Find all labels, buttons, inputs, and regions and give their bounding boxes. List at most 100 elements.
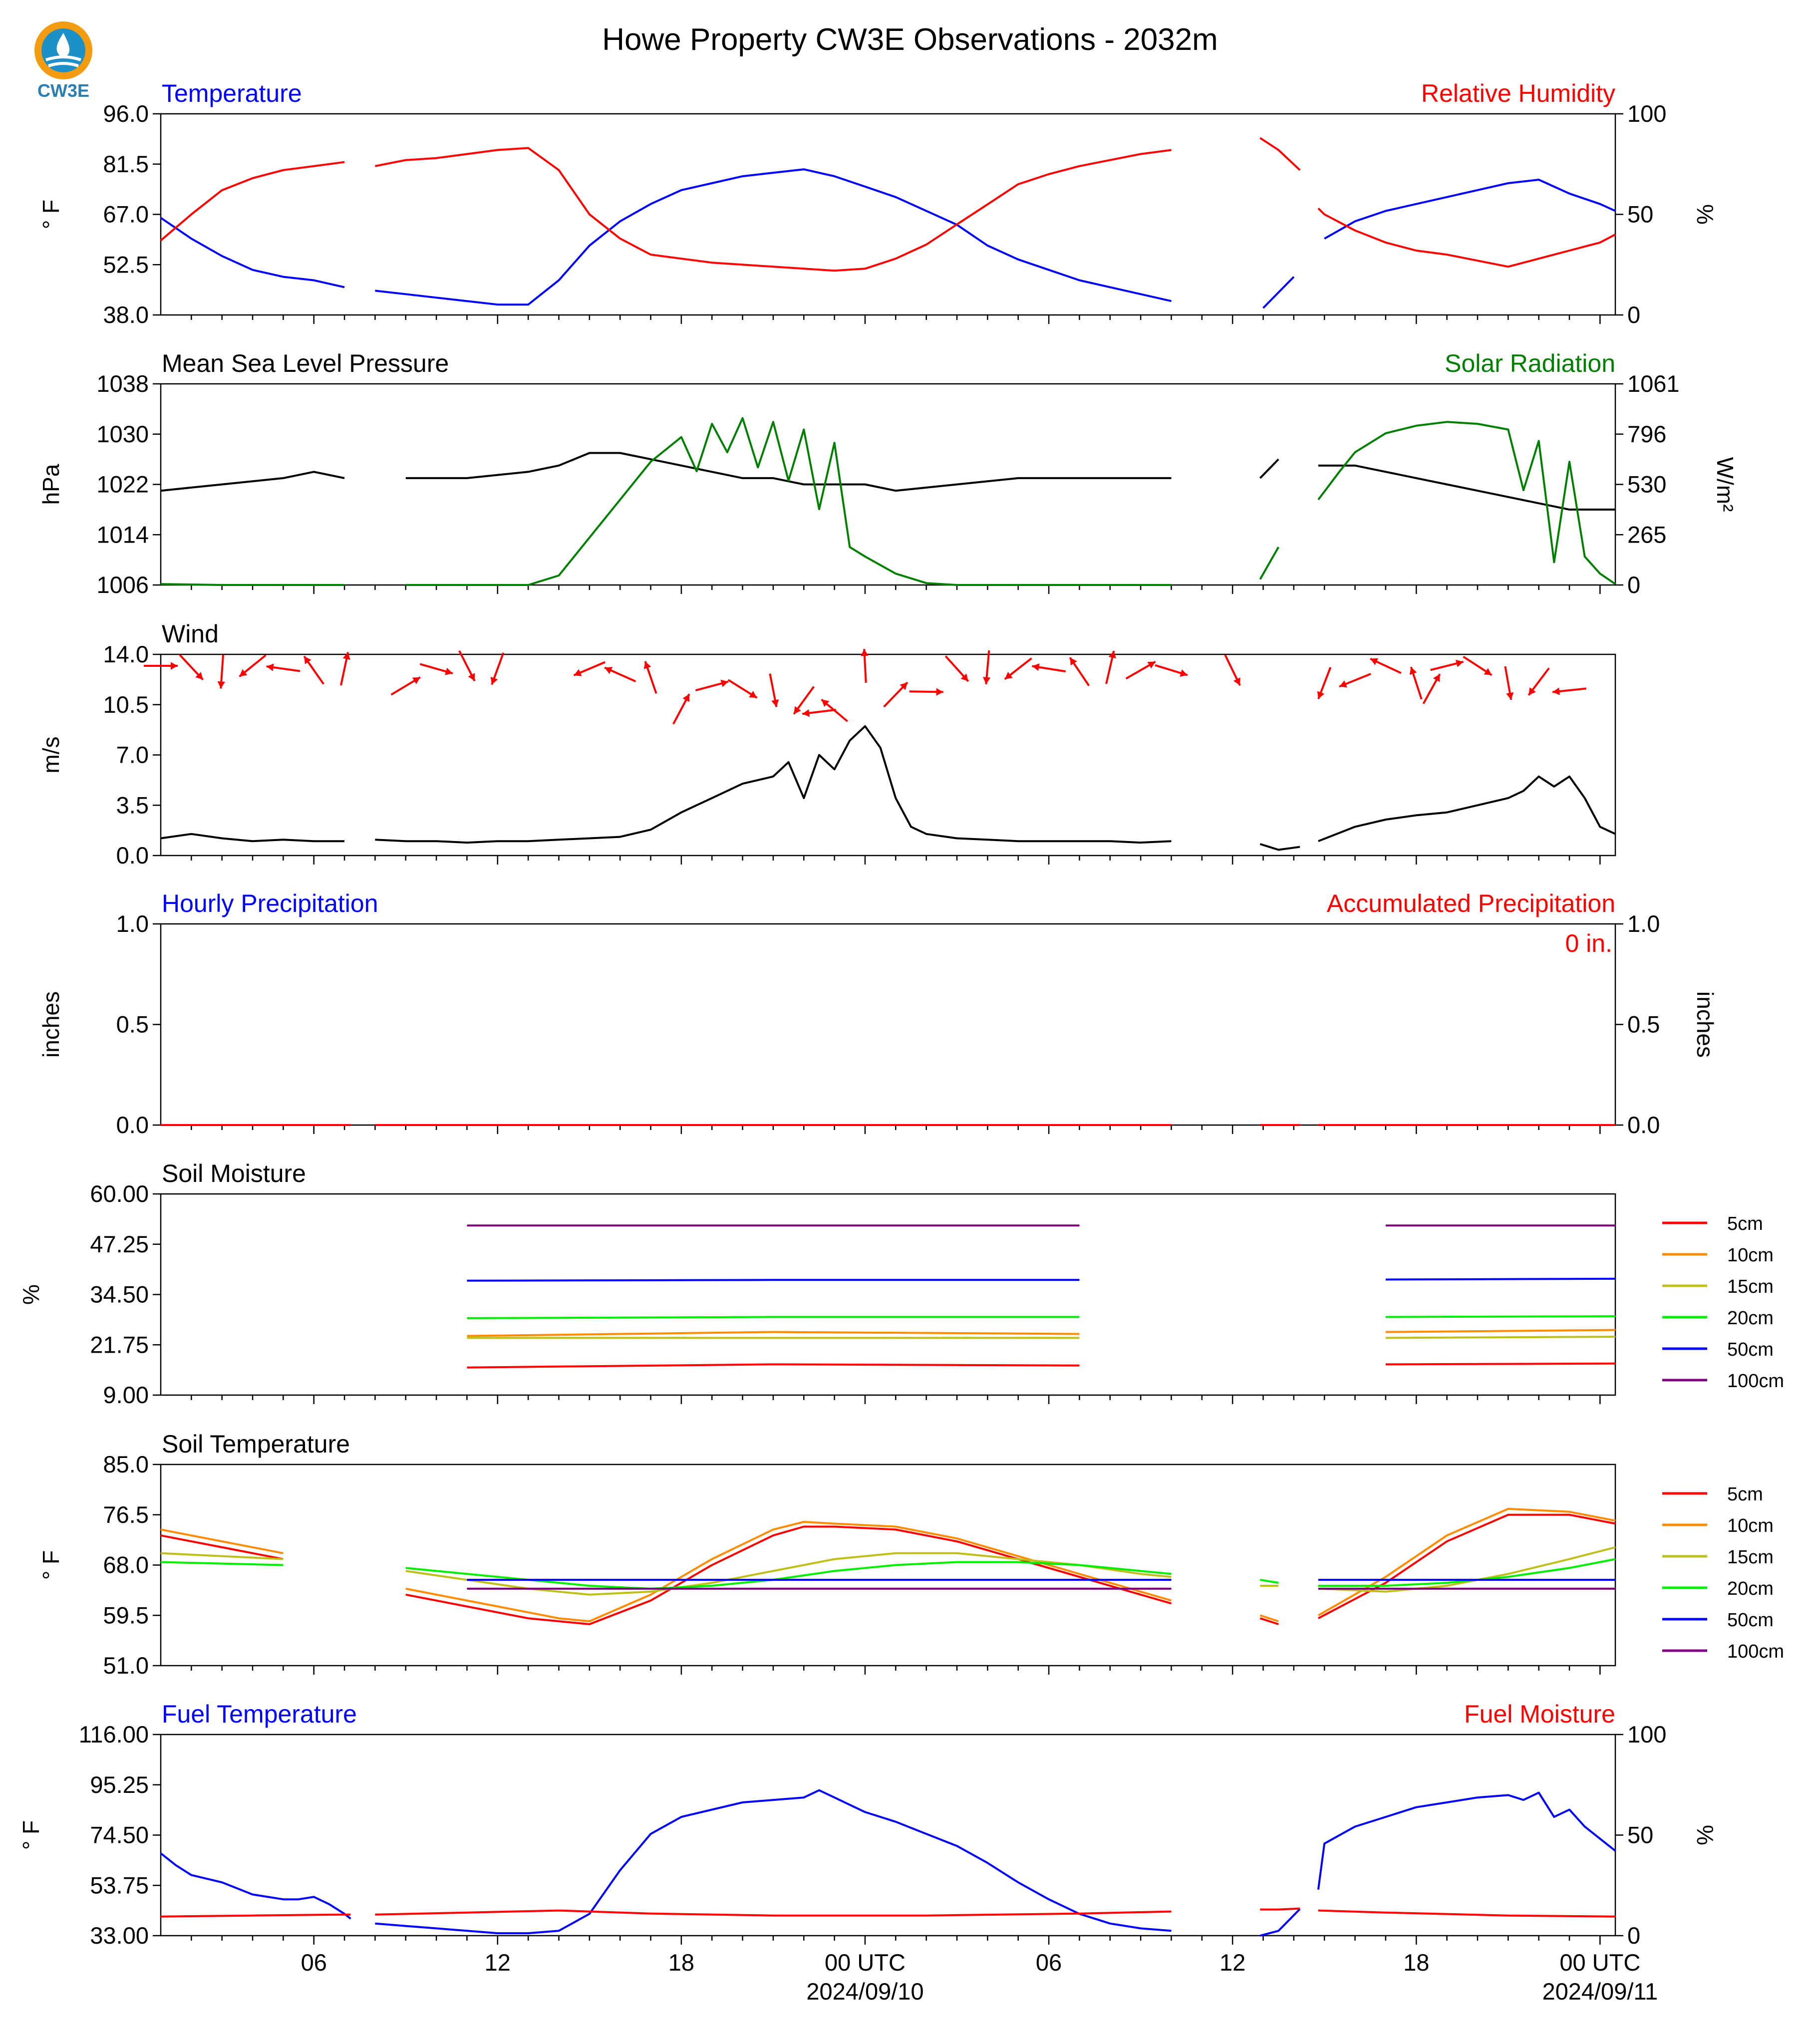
y-tick-label-left: 21.75 xyxy=(90,1331,149,1358)
series-line-wind xyxy=(1318,775,1616,843)
panel-wind: Wind 14.0 10.5 7.0 3.5 0.0 m/s xyxy=(38,620,1616,869)
chart-title: Howe Property CW3E Observations - 2032m xyxy=(602,22,1218,57)
y-tick-label-left: 0.0 xyxy=(116,842,149,869)
panel-temperature: Temperature Relative Humidity 96.0 81.5 67.0… xyxy=(38,79,1718,328)
y-tick-label-left: 51.0 xyxy=(103,1652,149,1679)
y-tick-label-left: 74.50 xyxy=(90,1822,149,1848)
series-line-20cm xyxy=(160,1561,284,1566)
chart-panels: Temperature Relative Humidity 96.0 81.5 67.0… xyxy=(18,79,1784,1949)
panel-title-right: Solar Radiation xyxy=(1445,349,1615,377)
y-axis-label-left: inches xyxy=(38,991,64,1058)
legend-label: 15cm xyxy=(1727,1276,1774,1297)
series-line-temperature xyxy=(375,168,1172,306)
y-tick-label-right: 0 xyxy=(1627,1922,1640,1949)
wind-arrow xyxy=(769,673,779,707)
series-line-10cm xyxy=(1385,1329,1616,1333)
wind-arrow-head xyxy=(445,667,453,675)
wind-arrow xyxy=(643,661,657,694)
series-line-5cm xyxy=(1317,1513,1616,1619)
wind-arrow xyxy=(1430,659,1464,671)
logo-text: CW3E xyxy=(37,80,89,101)
legend-label: 10cm xyxy=(1727,1245,1774,1266)
x-tick-label: 12 xyxy=(1219,1949,1245,1976)
series-line-5cm xyxy=(1259,1617,1279,1625)
wind-arrow xyxy=(1552,687,1587,695)
y-tick-label-right: 1061 xyxy=(1627,370,1680,397)
series-line-10cm xyxy=(1317,1507,1616,1617)
series-line-mean-sea-level-pressure xyxy=(160,471,345,492)
wind-arrow xyxy=(1317,667,1332,700)
x-tick-label: 06 xyxy=(301,1949,327,1976)
wind-arrow xyxy=(1339,673,1371,688)
y-tick-label-right: 0.0 xyxy=(1627,1112,1660,1138)
panel-title-right: Relative Humidity xyxy=(1421,79,1615,107)
wind-arrow-head xyxy=(643,661,651,669)
wind-arrow-head xyxy=(1506,692,1514,700)
wind-arrow xyxy=(1422,673,1441,704)
legend-label: 50cm xyxy=(1727,1610,1774,1631)
wind-arrow xyxy=(695,679,729,692)
y-axis-label-right: % xyxy=(1692,204,1718,225)
wind-arrow xyxy=(179,654,204,681)
series-line-fuel-moisture xyxy=(375,1909,1172,1917)
legend-label: 5cm xyxy=(1727,1484,1763,1505)
wind-arrow xyxy=(419,663,453,675)
wind-arrow-head xyxy=(342,652,350,660)
y-tick-label-right: 0 xyxy=(1627,301,1640,328)
wind-arrow-head xyxy=(936,688,943,696)
series-line-fuel-moisture xyxy=(1318,1909,1616,1918)
wind-arrow-head xyxy=(1552,687,1560,695)
y-tick-label-left: 60.00 xyxy=(90,1180,149,1207)
wind-arrow xyxy=(573,661,606,676)
wind-arrow xyxy=(217,654,225,689)
wind-arrow-head xyxy=(239,669,248,677)
y-tick-label-left: 96.0 xyxy=(103,100,149,127)
wind-arrow xyxy=(1032,663,1066,673)
series-line-20cm xyxy=(1260,1579,1279,1584)
series-line-20cm xyxy=(1385,1315,1616,1318)
series-line-fuel-temperature xyxy=(1317,1791,1616,1890)
y-tick-label-left: 0.5 xyxy=(116,1011,149,1038)
series-line-relative-humidity xyxy=(1317,207,1616,268)
wind-arrow xyxy=(1370,657,1402,674)
wind-arrow-head xyxy=(1180,669,1188,677)
y-tick-label-left: 1022 xyxy=(96,471,149,498)
wind-arrow xyxy=(239,654,267,677)
wind-arrow-head xyxy=(794,706,801,714)
series-line-50cm xyxy=(467,1279,1080,1282)
legend-label: 10cm xyxy=(1727,1515,1774,1536)
y-tick-label-left: 76.5 xyxy=(103,1501,149,1528)
y-tick-label-left: 34.50 xyxy=(90,1281,149,1308)
series-line-20cm xyxy=(405,1561,1172,1590)
x-tick-label: 00 UTC xyxy=(1559,1949,1640,1976)
cw3e-logo-icon: CW3E xyxy=(34,21,92,101)
legend-label: 20cm xyxy=(1727,1308,1774,1329)
y-tick-label-right: 1.0 xyxy=(1627,910,1660,937)
series-line-temperature xyxy=(1262,276,1295,309)
panel-title-right: Fuel Moisture xyxy=(1464,1700,1615,1728)
wind-arrow xyxy=(340,652,350,686)
y-axis-label-left: ° F xyxy=(38,1550,64,1580)
wind-arrow xyxy=(1463,655,1493,676)
y-tick-label-right: 530 xyxy=(1627,471,1666,498)
wind-arrow xyxy=(1409,666,1423,700)
series-line-fuel-moisture xyxy=(1260,1907,1300,1911)
y-tick-label-right: 100 xyxy=(1627,100,1666,127)
y-tick-label-left: 67.0 xyxy=(103,201,149,228)
precip-total-annotation: 0 in. xyxy=(1565,929,1612,957)
y-axis-label-right: W/m² xyxy=(1712,457,1738,512)
wind-arrow-head xyxy=(217,681,225,689)
panel-fuel: Fuel Temperature Fuel Moisture 116.00 95.25… xyxy=(18,1700,1718,1949)
y-tick-label-left: 0.0 xyxy=(116,1112,149,1138)
series-line-solar-radiation xyxy=(1317,421,1616,585)
wind-arrow xyxy=(861,648,869,683)
y-tick-label-left: 85.0 xyxy=(103,1451,149,1477)
y-tick-label-left: 59.5 xyxy=(103,1602,149,1628)
plot-frame xyxy=(160,113,1616,316)
wind-arrow xyxy=(883,681,909,708)
panel-title-left: Hourly Precipitation xyxy=(162,889,378,917)
panel-pressure-solar: Mean Sea Level Pressure Solar Radiation 10… xyxy=(38,349,1738,598)
panel-soil-moisture: Soil Moisture 60.00 47.25 34.50 21.75 9.00% 5c… xyxy=(18,1159,1784,1408)
